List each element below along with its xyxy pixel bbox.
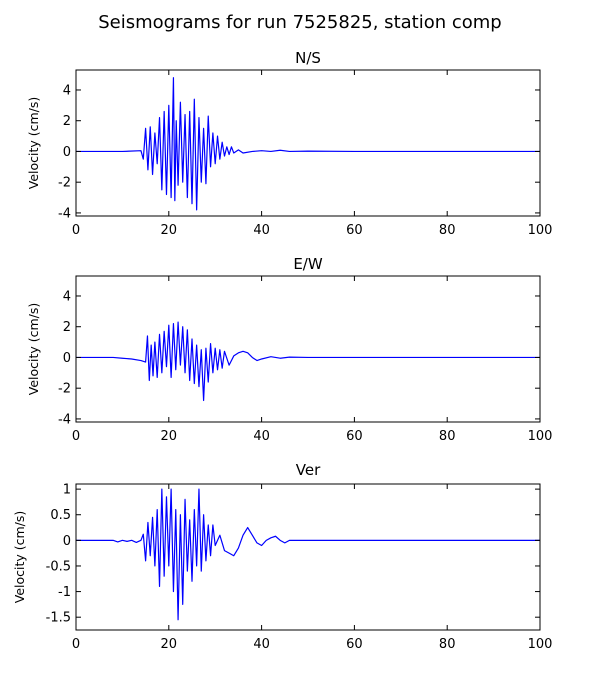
panel-title-ver: Ver [296,461,321,479]
panel-e-w: E/W 0 20 40 60 80 100 -4 -2 0 2 4 Velocity (cm/s) [26,255,552,444]
y-tick-label-ver-1: -1 [58,585,71,600]
x-tick-label-n-s-40: 40 [253,223,270,238]
y-tick-label-n-s-4: 4 [63,83,71,98]
y-tick-label-n-s-2: 0 [63,145,71,160]
axes-frame-n-s [75,69,541,217]
x-tick-label-n-s-60: 60 [346,223,363,238]
panel-title-n-s: N/S [295,49,321,67]
x-tick-label-e-w-60: 60 [346,429,363,444]
x-tick-label-e-w-40: 40 [253,429,270,444]
trace-line-ver [76,488,540,621]
x-tick-label-e-w-100: 100 [528,429,553,444]
y-tick-label-n-s-3: 2 [63,114,71,129]
y-tick-label-e-w-1: -2 [58,382,71,397]
y-tick-label-e-w-2: 0 [63,351,71,366]
y-tick-label-ver-2: -0.5 [46,559,71,574]
axes-frame-e-w [75,275,541,423]
y-tick-label-ver-5: 1 [63,483,71,498]
x-tick-label-e-w-20: 20 [161,429,178,444]
panel-ver: Ver 0 20 40 60 80 100 -1.5 -1 -0.5 0 0.5 1 Velocity (… [12,461,552,652]
x-tick-label-ver-0: 0 [72,637,80,652]
y-tick-label-e-w-3: 2 [63,320,71,335]
y-tick-label-e-w-4: 4 [63,289,71,304]
panel-n-s: N/S 0 20 40 60 80 100 -4 -2 0 2 4 Velocity (cm/s) [26,49,552,238]
x-tick-label-e-w-0: 0 [72,429,80,444]
y-tick-label-ver-0: -1.5 [46,611,71,626]
y-tick-label-ver-4: 0.5 [50,508,71,523]
x-tick-label-n-s-80: 80 [439,223,456,238]
x-tick-label-e-w-80: 80 [439,429,456,444]
y-tick-label-n-s-0: -4 [58,206,71,221]
y-tick-label-ver-3: 0 [63,534,71,549]
x-tick-label-ver-80: 80 [439,637,456,652]
x-tick-label-n-s-100: 100 [528,223,553,238]
panel-title-e-w: E/W [293,255,323,273]
figure-title: Seismograms for run 7525825, station com… [98,12,501,33]
x-tick-label-n-s-0: 0 [72,223,80,238]
x-tick-label-ver-60: 60 [346,637,363,652]
trace-line-e-w [76,321,540,402]
x-tick-label-ver-20: 20 [161,637,178,652]
y-tick-label-n-s-1: -2 [58,176,71,191]
x-tick-label-ver-100: 100 [528,637,553,652]
trace-line-n-s [76,77,540,211]
y-axis-label-ver: Velocity (cm/s) [12,511,27,604]
y-tick-label-e-w-0: -4 [58,412,71,427]
y-axis-label-n-s: Velocity (cm/s) [26,97,41,190]
x-tick-label-n-s-20: 20 [161,223,178,238]
y-axis-label-e-w: Velocity (cm/s) [26,303,41,396]
x-tick-label-ver-40: 40 [253,637,270,652]
axes-frame-ver [75,483,541,631]
